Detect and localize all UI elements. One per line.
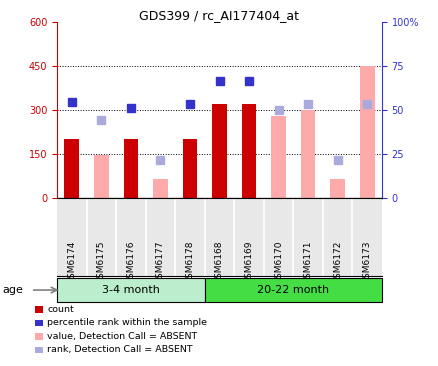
Bar [300, 110, 315, 198]
Bar [359, 66, 374, 198]
Bar [57, 278, 204, 302]
Text: value, Detection Call = ABSENT: value, Detection Call = ABSENT [47, 332, 197, 341]
Bar [204, 278, 381, 302]
Bar [153, 179, 167, 198]
Bar [123, 139, 138, 198]
Text: age: age [2, 285, 23, 295]
Bar [94, 155, 109, 198]
Bar [329, 179, 344, 198]
Text: count: count [47, 305, 74, 314]
Bar [64, 139, 79, 198]
Bar [212, 104, 226, 198]
Text: rank, Detection Call = ABSENT: rank, Detection Call = ABSENT [47, 346, 193, 354]
Bar [182, 139, 197, 198]
Bar [271, 116, 285, 198]
Bar [241, 104, 256, 198]
Text: 3-4 month: 3-4 month [102, 285, 159, 295]
Text: 20-22 month: 20-22 month [257, 285, 328, 295]
Text: percentile rank within the sample: percentile rank within the sample [47, 318, 207, 327]
Text: GDS399 / rc_AI177404_at: GDS399 / rc_AI177404_at [139, 9, 299, 22]
